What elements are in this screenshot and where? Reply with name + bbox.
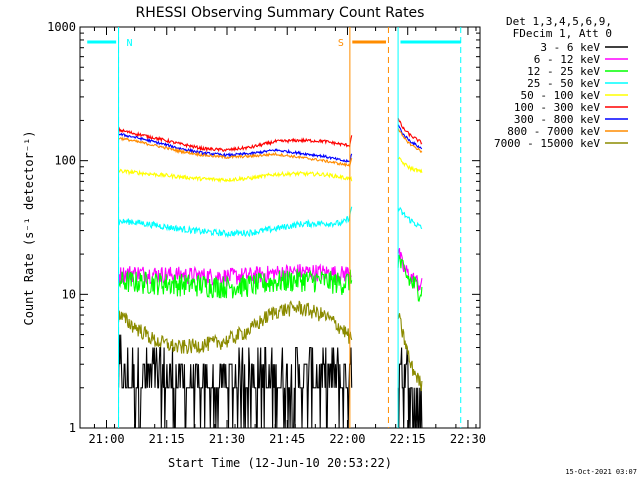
- marker-label-s: S: [338, 38, 344, 49]
- chart-title: RHESSI Observing Summary Count Rates: [136, 5, 425, 21]
- y-tick-label: 10: [62, 287, 76, 301]
- series-line-12-25-kev-seg1: [397, 254, 423, 302]
- x-tick-label: 22:15: [390, 432, 426, 446]
- series-line-3-6-kev-seg0: [118, 334, 353, 429]
- legend-entry-label: 50 - 100 keV: [521, 89, 601, 102]
- series-line-6-12-kev-seg1: [397, 247, 423, 292]
- series-line-100-300-kev-seg1: [397, 117, 423, 145]
- x-tick-label: 21:30: [209, 432, 245, 446]
- legend-header-line: FDecim 1, Att 0: [513, 27, 612, 40]
- x-tick-label: 21:45: [269, 432, 305, 446]
- series-line-12-25-kev-seg0: [118, 268, 353, 299]
- legend-entry-label: 12 - 25 keV: [527, 65, 600, 78]
- legend-entry-label: 3 - 6 keV: [540, 41, 600, 54]
- series-line-300-800-kev-seg0: [118, 132, 353, 164]
- series-line-3-6-kev-seg1: [397, 347, 423, 429]
- series-line-25-50-kev-seg0: [118, 206, 353, 239]
- plot-frame: [79, 26, 481, 429]
- legend-entry-label: 6 - 12 keV: [534, 53, 601, 66]
- x-tick-label: 22:00: [329, 432, 365, 446]
- series-line-300-800-kev-seg1: [397, 124, 423, 150]
- x-tick-label: 21:15: [149, 432, 185, 446]
- y-tick-label: 1: [69, 421, 76, 435]
- x-axis-label: Start Time (12-Jun-10 20:53:22): [168, 456, 392, 470]
- x-axis: 21:00 21:15 21:30 21:45 22:00 22:15 22:30: [88, 27, 486, 446]
- series-line-800-7000-kev-seg1: [397, 128, 423, 153]
- legend-entry-label: 800 - 7000 keV: [507, 125, 600, 138]
- y-tick-label: 1000: [47, 20, 76, 34]
- series-line-50-100-kev-seg0: [118, 168, 353, 184]
- series-line-25-50-kev-seg1: [397, 206, 423, 230]
- y-axis: 1 10 100 1000: [47, 20, 480, 435]
- x-tick-label: 22:30: [450, 432, 486, 446]
- series-line-7000-15000-kev-seg0: [118, 300, 353, 354]
- y-tick-label: 100: [54, 154, 76, 168]
- timestamp: 15-Oct-2021 03:07: [565, 468, 637, 476]
- marker-label-n: N: [127, 38, 133, 49]
- legend-entry-label: 25 - 50 keV: [527, 77, 600, 90]
- legend-entry-label: 100 - 300 keV: [514, 101, 600, 114]
- series-line-100-300-kev-seg0: [118, 126, 353, 153]
- series-line-7000-15000-kev-seg1: [397, 313, 423, 392]
- legend-entry-label: 300 - 800 keV: [514, 113, 600, 126]
- legend-header-line: Det 1,3,4,5,6,9,: [506, 15, 612, 28]
- series-line-800-7000-kev-seg0: [118, 136, 353, 168]
- legend-entry-label: 7000 - 15000 keV: [494, 137, 600, 150]
- y-axis-label: Count Rate (s⁻¹ detector⁻¹): [22, 130, 36, 325]
- x-tick-label: 21:00: [88, 432, 124, 446]
- legend: Det 1,3,4,5,6,9,FDecim 1, Att 03 - 6 keV…: [494, 15, 628, 150]
- series-line-50-100-kev-seg1: [397, 156, 423, 174]
